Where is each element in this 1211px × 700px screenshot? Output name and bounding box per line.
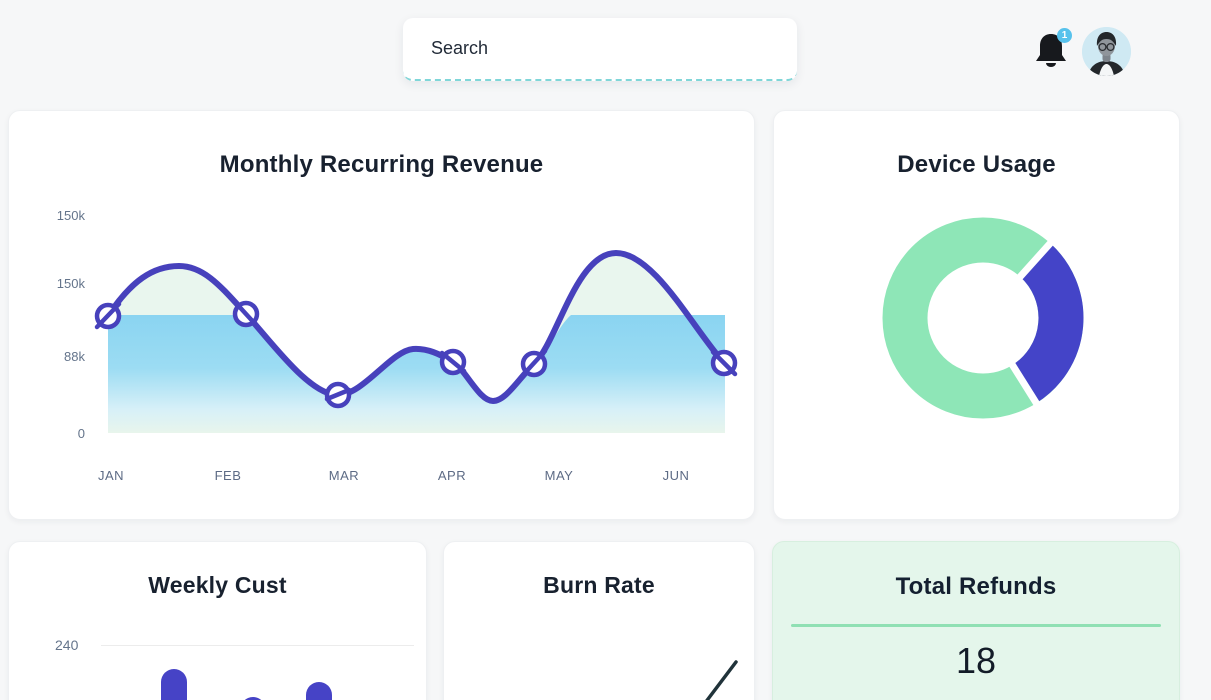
total-refunds-divider — [791, 624, 1161, 627]
mrr-xtick: MAR — [328, 468, 360, 483]
card-total-refunds: Total Refunds 18 — [772, 541, 1180, 700]
mrr-line — [105, 249, 727, 405]
weekly-cust-bar — [161, 669, 187, 700]
device-usage-title: Device Usage — [897, 151, 1056, 178]
burn-rate-sparkline — [705, 660, 738, 700]
weekly-cust-ytick: 240 — [55, 637, 79, 653]
mrr-ytick: 88k — [64, 349, 85, 364]
card-weekly-cust: Weekly Cust 240 — [8, 541, 427, 700]
weekly-cust-bar — [240, 697, 266, 700]
bell-icon — [1028, 34, 1074, 78]
device-usage-donut-chart — [882, 217, 1084, 419]
card-device-usage: Device Usage 20% 80% — [773, 110, 1180, 582]
burn-rate-title: Burn Rate — [543, 572, 655, 598]
mrr-line-chart — [94, 249, 738, 433]
total-refunds-title: Total Refunds — [895, 573, 1057, 600]
search-input[interactable] — [431, 38, 769, 59]
notifications-button[interactable]: 1 — [1028, 28, 1074, 74]
mrr-xtick: MAY — [544, 468, 574, 483]
mrr-markers — [94, 299, 738, 409]
mrr-xtick: FEB — [214, 468, 242, 483]
total-refunds-value: 18 — [955, 640, 997, 681]
weekly-cust-title: Weekly Cust — [148, 572, 287, 598]
user-avatar[interactable] — [1082, 27, 1131, 76]
notification-badge: 1 — [1057, 28, 1072, 43]
donut-slice-blue — [1011, 243, 1084, 404]
mrr-ytick: 150k — [56, 276, 85, 291]
mrr-xtick: APR — [437, 468, 467, 483]
weekly-cust-gridline — [101, 645, 414, 646]
card-monthly-recurring-revenue: Monthly Recurring Revenue — [8, 110, 755, 520]
weekly-cust-bar — [306, 682, 332, 700]
card-burn-rate: Burn Rate — [443, 541, 755, 700]
mrr-area-blue — [108, 315, 725, 433]
mrr-ytick: 0 — [77, 426, 85, 441]
mrr-xtick: JAN — [97, 468, 125, 483]
mrr-title: Monthly Recurring Revenue — [219, 151, 544, 178]
avatar-illustration — [1082, 27, 1131, 76]
mrr-xtick: JUN — [662, 468, 690, 483]
search-bar[interactable] — [403, 18, 797, 81]
mrr-ytick: 150k — [56, 208, 85, 223]
